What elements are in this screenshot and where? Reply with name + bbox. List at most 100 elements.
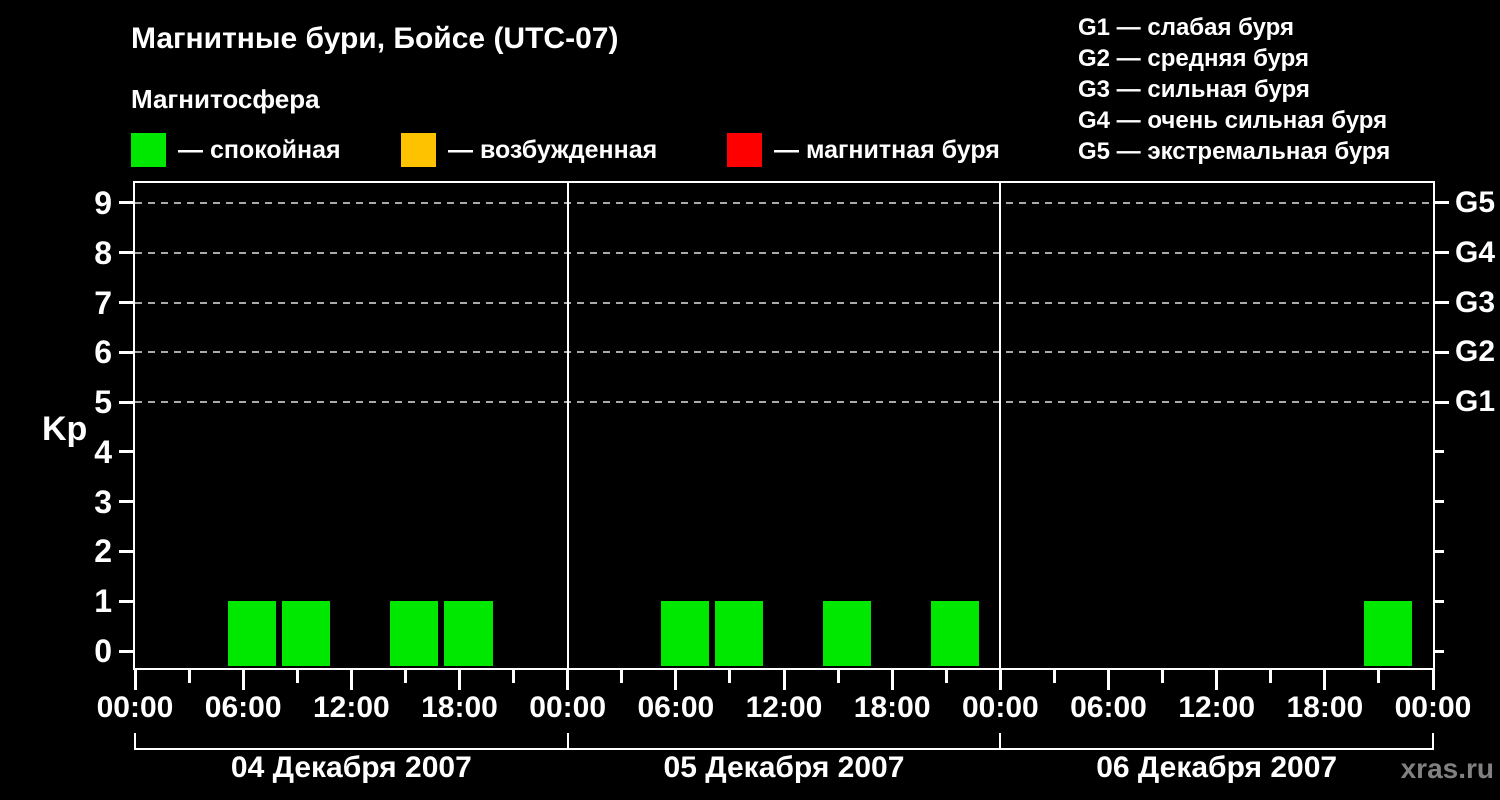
- storm-scale-item-g4: G4 — очень сильная буря: [1078, 107, 1388, 134]
- x-tick: [403, 670, 407, 683]
- y-tick-label: 6: [94, 334, 112, 371]
- watermark: xras.ru: [1400, 753, 1494, 784]
- y-tick-right: [1434, 400, 1449, 404]
- y-tick-right: [1434, 450, 1444, 454]
- x-tick: [1161, 670, 1165, 683]
- date-label: 04 Декабря 2007: [230, 751, 472, 784]
- kp-bar: [931, 601, 980, 666]
- x-tick: [620, 670, 624, 683]
- x-tick-label: 18:00: [421, 691, 498, 724]
- y-tick-label: 9: [94, 184, 112, 221]
- y-tick-label: 5: [94, 384, 112, 421]
- quiet-color-swatch: [131, 133, 166, 167]
- x-tick-label: 00:00: [96, 691, 174, 724]
- legend-item-storm: — магнитная буря: [727, 132, 1000, 168]
- x-tick: [1323, 670, 1327, 690]
- x-tick: [998, 670, 1002, 690]
- g-label: G1: [1455, 385, 1496, 419]
- y-tick: [119, 201, 133, 205]
- storm-scale-item-g3: G3 — сильная буря: [1078, 76, 1310, 103]
- plot-border: [133, 181, 1435, 670]
- x-tick: [241, 670, 245, 690]
- x-tick: [836, 670, 840, 683]
- date-bracket-tick: [566, 733, 569, 750]
- kp-bar: [1363, 601, 1412, 666]
- x-tick: [566, 670, 570, 690]
- storm-scale-item-g1: G1 — слабая буря: [1078, 14, 1295, 41]
- legend-label-quiet: — спокойная: [178, 135, 341, 164]
- x-tick-label: 18:00: [1286, 691, 1364, 724]
- x-tick: [1377, 670, 1381, 683]
- storm-color-swatch: [727, 133, 762, 167]
- page-title: Магнитные бури, Бойсе (UTC-07): [131, 22, 619, 55]
- y-tick-right: [1434, 549, 1444, 553]
- x-tick-label: 06:00: [204, 691, 282, 724]
- x-tick: [890, 670, 894, 690]
- kp-bar: [444, 601, 493, 666]
- x-tick-label: 00:00: [961, 691, 1039, 724]
- y-tick: [119, 251, 133, 255]
- y-tick-label: 7: [94, 284, 112, 321]
- x-tick: [1107, 670, 1110, 690]
- date-label: 05 Декабря 2007: [663, 751, 905, 784]
- kp-bar: [282, 601, 331, 666]
- x-tick: [458, 670, 461, 690]
- x-tick: [674, 670, 678, 690]
- kp-bar: [714, 601, 763, 666]
- excited-color-swatch: [401, 133, 436, 167]
- y-tick-right: [1434, 350, 1449, 354]
- legend-label-excited: — возбужденная: [448, 135, 658, 164]
- y-tick: [119, 400, 133, 404]
- g-label: G3: [1455, 285, 1496, 319]
- date-bracket-tick: [1432, 733, 1434, 750]
- y-tick-label: 1: [94, 583, 112, 620]
- storm-scale-legend: G1 — слабая буря G2 — средняя буря G3 — …: [1078, 12, 1390, 167]
- y-tick-right: [1434, 649, 1444, 653]
- x-tick: [187, 670, 191, 683]
- x-tick: [1215, 670, 1219, 690]
- kp-bar: [660, 601, 709, 666]
- y-tick-label: 8: [94, 234, 112, 271]
- chart-subtitle: Магнитосфера: [131, 84, 320, 114]
- x-tick-label: 00:00: [529, 691, 607, 724]
- legend-label-storm: — магнитная буря: [774, 135, 1000, 164]
- y-tick: [119, 301, 133, 305]
- x-tick: [295, 670, 299, 683]
- x-tick: [349, 670, 353, 690]
- y-tick-right: [1434, 201, 1449, 205]
- x-tick-label: 06:00: [637, 691, 715, 724]
- x-tick: [782, 670, 786, 690]
- y-tick-label: 0: [94, 633, 112, 669]
- x-tick: [1269, 670, 1273, 683]
- x-tick: [512, 670, 516, 683]
- x-tick: [133, 670, 137, 690]
- gridline: [135, 251, 1433, 254]
- x-tick: [944, 670, 948, 683]
- x-tick-label: 06:00: [1070, 691, 1147, 724]
- gridline: [135, 401, 1433, 404]
- date-label: 06 Декабря 2007: [1096, 751, 1338, 784]
- y-tick: [119, 599, 133, 603]
- y-tick-right: [1434, 599, 1444, 603]
- y-tick: [119, 649, 133, 653]
- y-tick-label: 2: [94, 533, 112, 570]
- y-tick: [119, 450, 133, 454]
- x-tick-label: 00:00: [1394, 691, 1472, 724]
- g-label: G5: [1455, 185, 1496, 219]
- gridline: [135, 351, 1433, 354]
- y-tick: [119, 549, 133, 553]
- y-tick: [119, 350, 133, 354]
- g-label: G4: [1455, 235, 1496, 269]
- storm-scale-item-g5: G5 — экстремальная буря: [1078, 138, 1391, 165]
- x-tick-label: 12:00: [745, 691, 823, 724]
- y-tick-right: [1434, 301, 1449, 305]
- date-bracket-tick: [134, 733, 136, 750]
- kp-bar: [228, 601, 277, 666]
- gridline: [135, 301, 1433, 304]
- panel-separator: [566, 183, 569, 668]
- date-bracket: [135, 748, 1433, 750]
- gridline: [135, 201, 1433, 204]
- panel-separator: [999, 183, 1002, 668]
- x-tick-label: 12:00: [1178, 691, 1256, 724]
